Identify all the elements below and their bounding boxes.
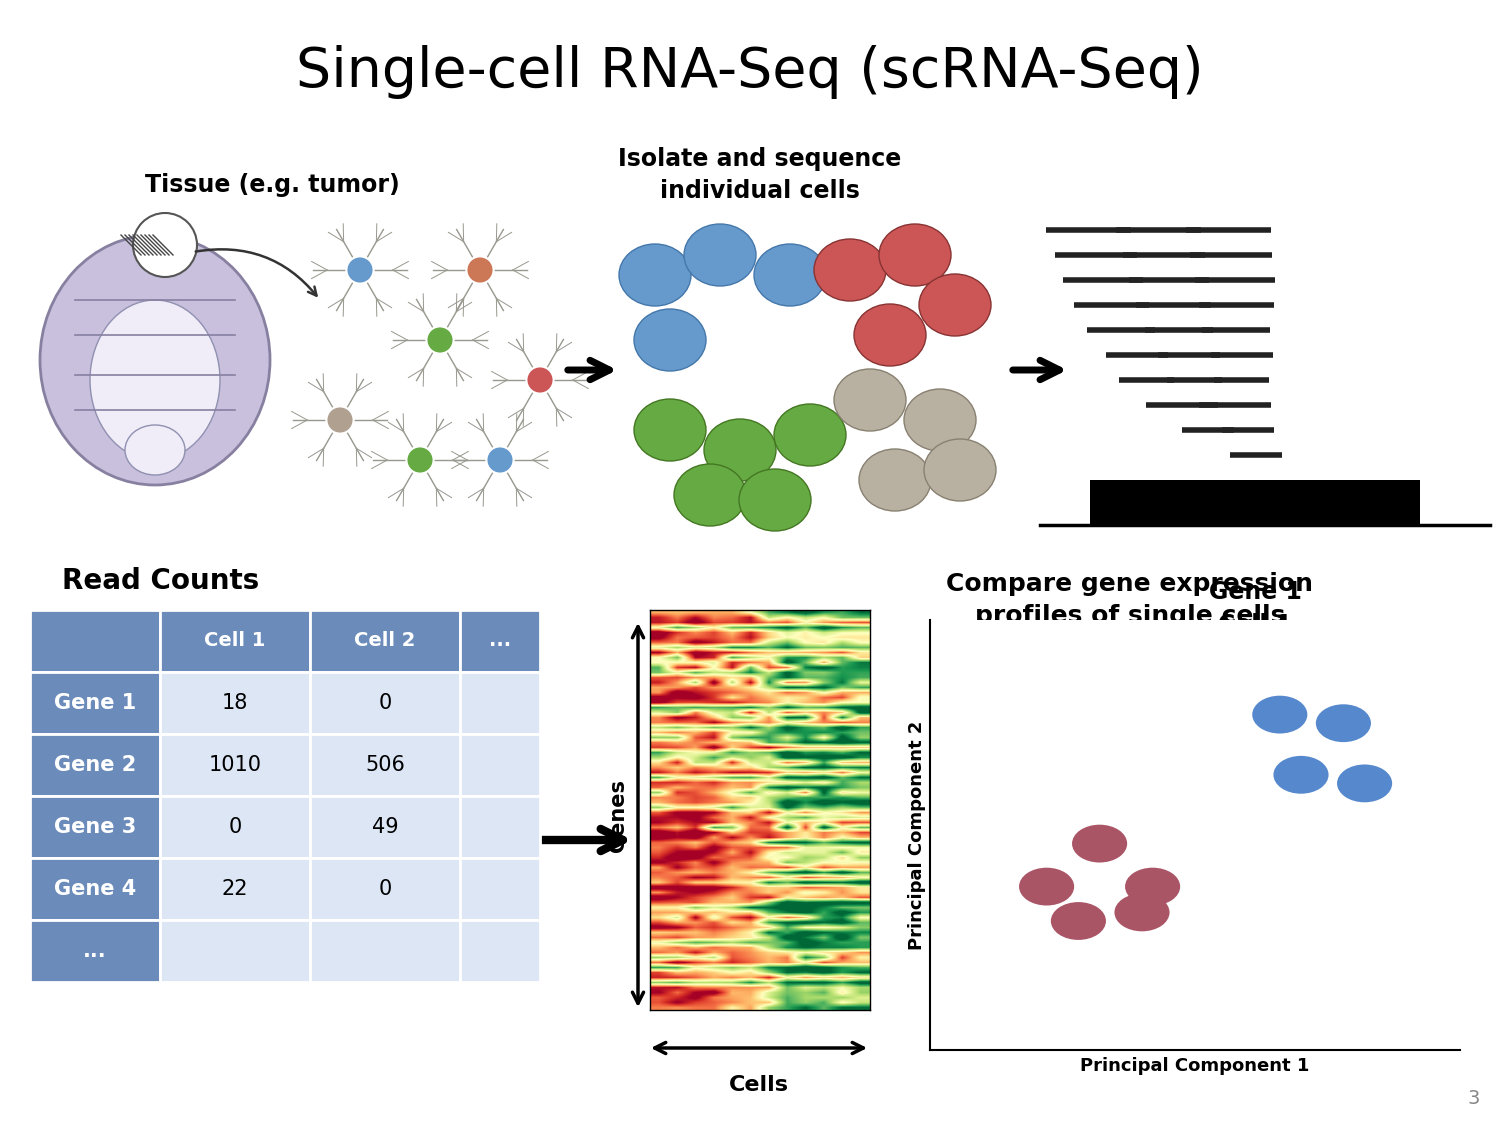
Circle shape: [526, 367, 554, 394]
Ellipse shape: [1019, 867, 1074, 906]
X-axis label: Principal Component 1: Principal Component 1: [1080, 1058, 1310, 1076]
Ellipse shape: [740, 469, 812, 531]
Ellipse shape: [634, 399, 706, 461]
Text: 49: 49: [372, 817, 399, 837]
Ellipse shape: [754, 244, 826, 306]
Bar: [30, 858, 160, 920]
Bar: [160, 734, 310, 796]
Ellipse shape: [1274, 756, 1329, 794]
Circle shape: [346, 256, 374, 284]
Bar: [160, 610, 310, 672]
Circle shape: [466, 256, 494, 284]
Ellipse shape: [1125, 867, 1180, 906]
Text: Compare gene expression
profiles of single cells: Compare gene expression profiles of sing…: [946, 573, 1314, 628]
Bar: [310, 672, 460, 734]
Text: Isolate and sequence
individual cells: Isolate and sequence individual cells: [618, 147, 902, 202]
Text: Read Counts: Read Counts: [62, 567, 260, 595]
Text: 0: 0: [378, 879, 392, 899]
Ellipse shape: [684, 224, 756, 286]
Text: 22: 22: [222, 879, 249, 899]
Text: 0: 0: [378, 693, 392, 713]
Ellipse shape: [704, 418, 776, 482]
Text: 1010: 1010: [209, 755, 261, 775]
Bar: [160, 672, 310, 734]
Ellipse shape: [1072, 825, 1126, 863]
Ellipse shape: [834, 369, 906, 431]
Ellipse shape: [924, 439, 996, 501]
Bar: [30, 734, 160, 796]
Bar: [310, 796, 460, 858]
Ellipse shape: [774, 404, 846, 466]
Bar: [460, 920, 540, 982]
Bar: [310, 920, 460, 982]
Text: Gene 1
Cell 1: Gene 1 Cell 1: [1209, 580, 1302, 638]
Text: Cell 2: Cell 2: [354, 631, 416, 650]
Ellipse shape: [620, 244, 692, 306]
Ellipse shape: [815, 238, 886, 302]
Ellipse shape: [1316, 704, 1371, 742]
Text: Cells: Cells: [729, 1076, 789, 1095]
Bar: [310, 858, 460, 920]
Bar: [460, 734, 540, 796]
Bar: [310, 610, 460, 672]
Ellipse shape: [40, 235, 270, 485]
Ellipse shape: [859, 449, 932, 511]
Bar: [160, 796, 310, 858]
Text: ...: ...: [489, 631, 512, 650]
Circle shape: [486, 447, 513, 474]
Text: Gene 1: Gene 1: [54, 693, 136, 713]
Circle shape: [406, 447, 433, 474]
Ellipse shape: [124, 425, 184, 475]
Bar: [1090, 480, 1420, 525]
Text: Gene 3: Gene 3: [54, 817, 136, 837]
Bar: [460, 858, 540, 920]
Text: 0: 0: [228, 817, 242, 837]
Ellipse shape: [1252, 695, 1308, 734]
Ellipse shape: [1336, 765, 1392, 802]
Text: Single-cell RNA-Seq (scRNA-Seq): Single-cell RNA-Seq (scRNA-Seq): [296, 45, 1204, 99]
Ellipse shape: [853, 304, 926, 366]
Text: 18: 18: [222, 693, 248, 713]
Text: Gene 2: Gene 2: [54, 755, 136, 775]
Bar: [310, 734, 460, 796]
Ellipse shape: [1114, 893, 1170, 931]
Bar: [460, 796, 540, 858]
Ellipse shape: [920, 274, 992, 336]
Bar: [160, 858, 310, 920]
Text: Cell 1: Cell 1: [204, 631, 266, 650]
Ellipse shape: [674, 464, 746, 526]
Text: Gene 4: Gene 4: [54, 879, 136, 899]
Circle shape: [134, 213, 196, 277]
Bar: [460, 672, 540, 734]
Text: Tissue (e.g. tumor): Tissue (e.g. tumor): [146, 173, 399, 197]
Text: ...: ...: [82, 940, 106, 961]
Bar: [30, 672, 160, 734]
Bar: [30, 920, 160, 982]
Y-axis label: Principal Component 2: Principal Component 2: [908, 720, 926, 950]
Text: Genes: Genes: [608, 778, 628, 852]
Ellipse shape: [904, 389, 976, 451]
Bar: [160, 920, 310, 982]
Text: 506: 506: [364, 755, 405, 775]
Bar: [460, 610, 540, 672]
Ellipse shape: [90, 300, 220, 460]
Ellipse shape: [634, 309, 706, 371]
Ellipse shape: [1052, 902, 1106, 939]
Circle shape: [426, 326, 453, 353]
Ellipse shape: [879, 224, 951, 286]
Text: 3: 3: [1467, 1089, 1480, 1108]
Bar: [30, 610, 160, 672]
Circle shape: [327, 406, 354, 433]
Bar: [30, 796, 160, 858]
